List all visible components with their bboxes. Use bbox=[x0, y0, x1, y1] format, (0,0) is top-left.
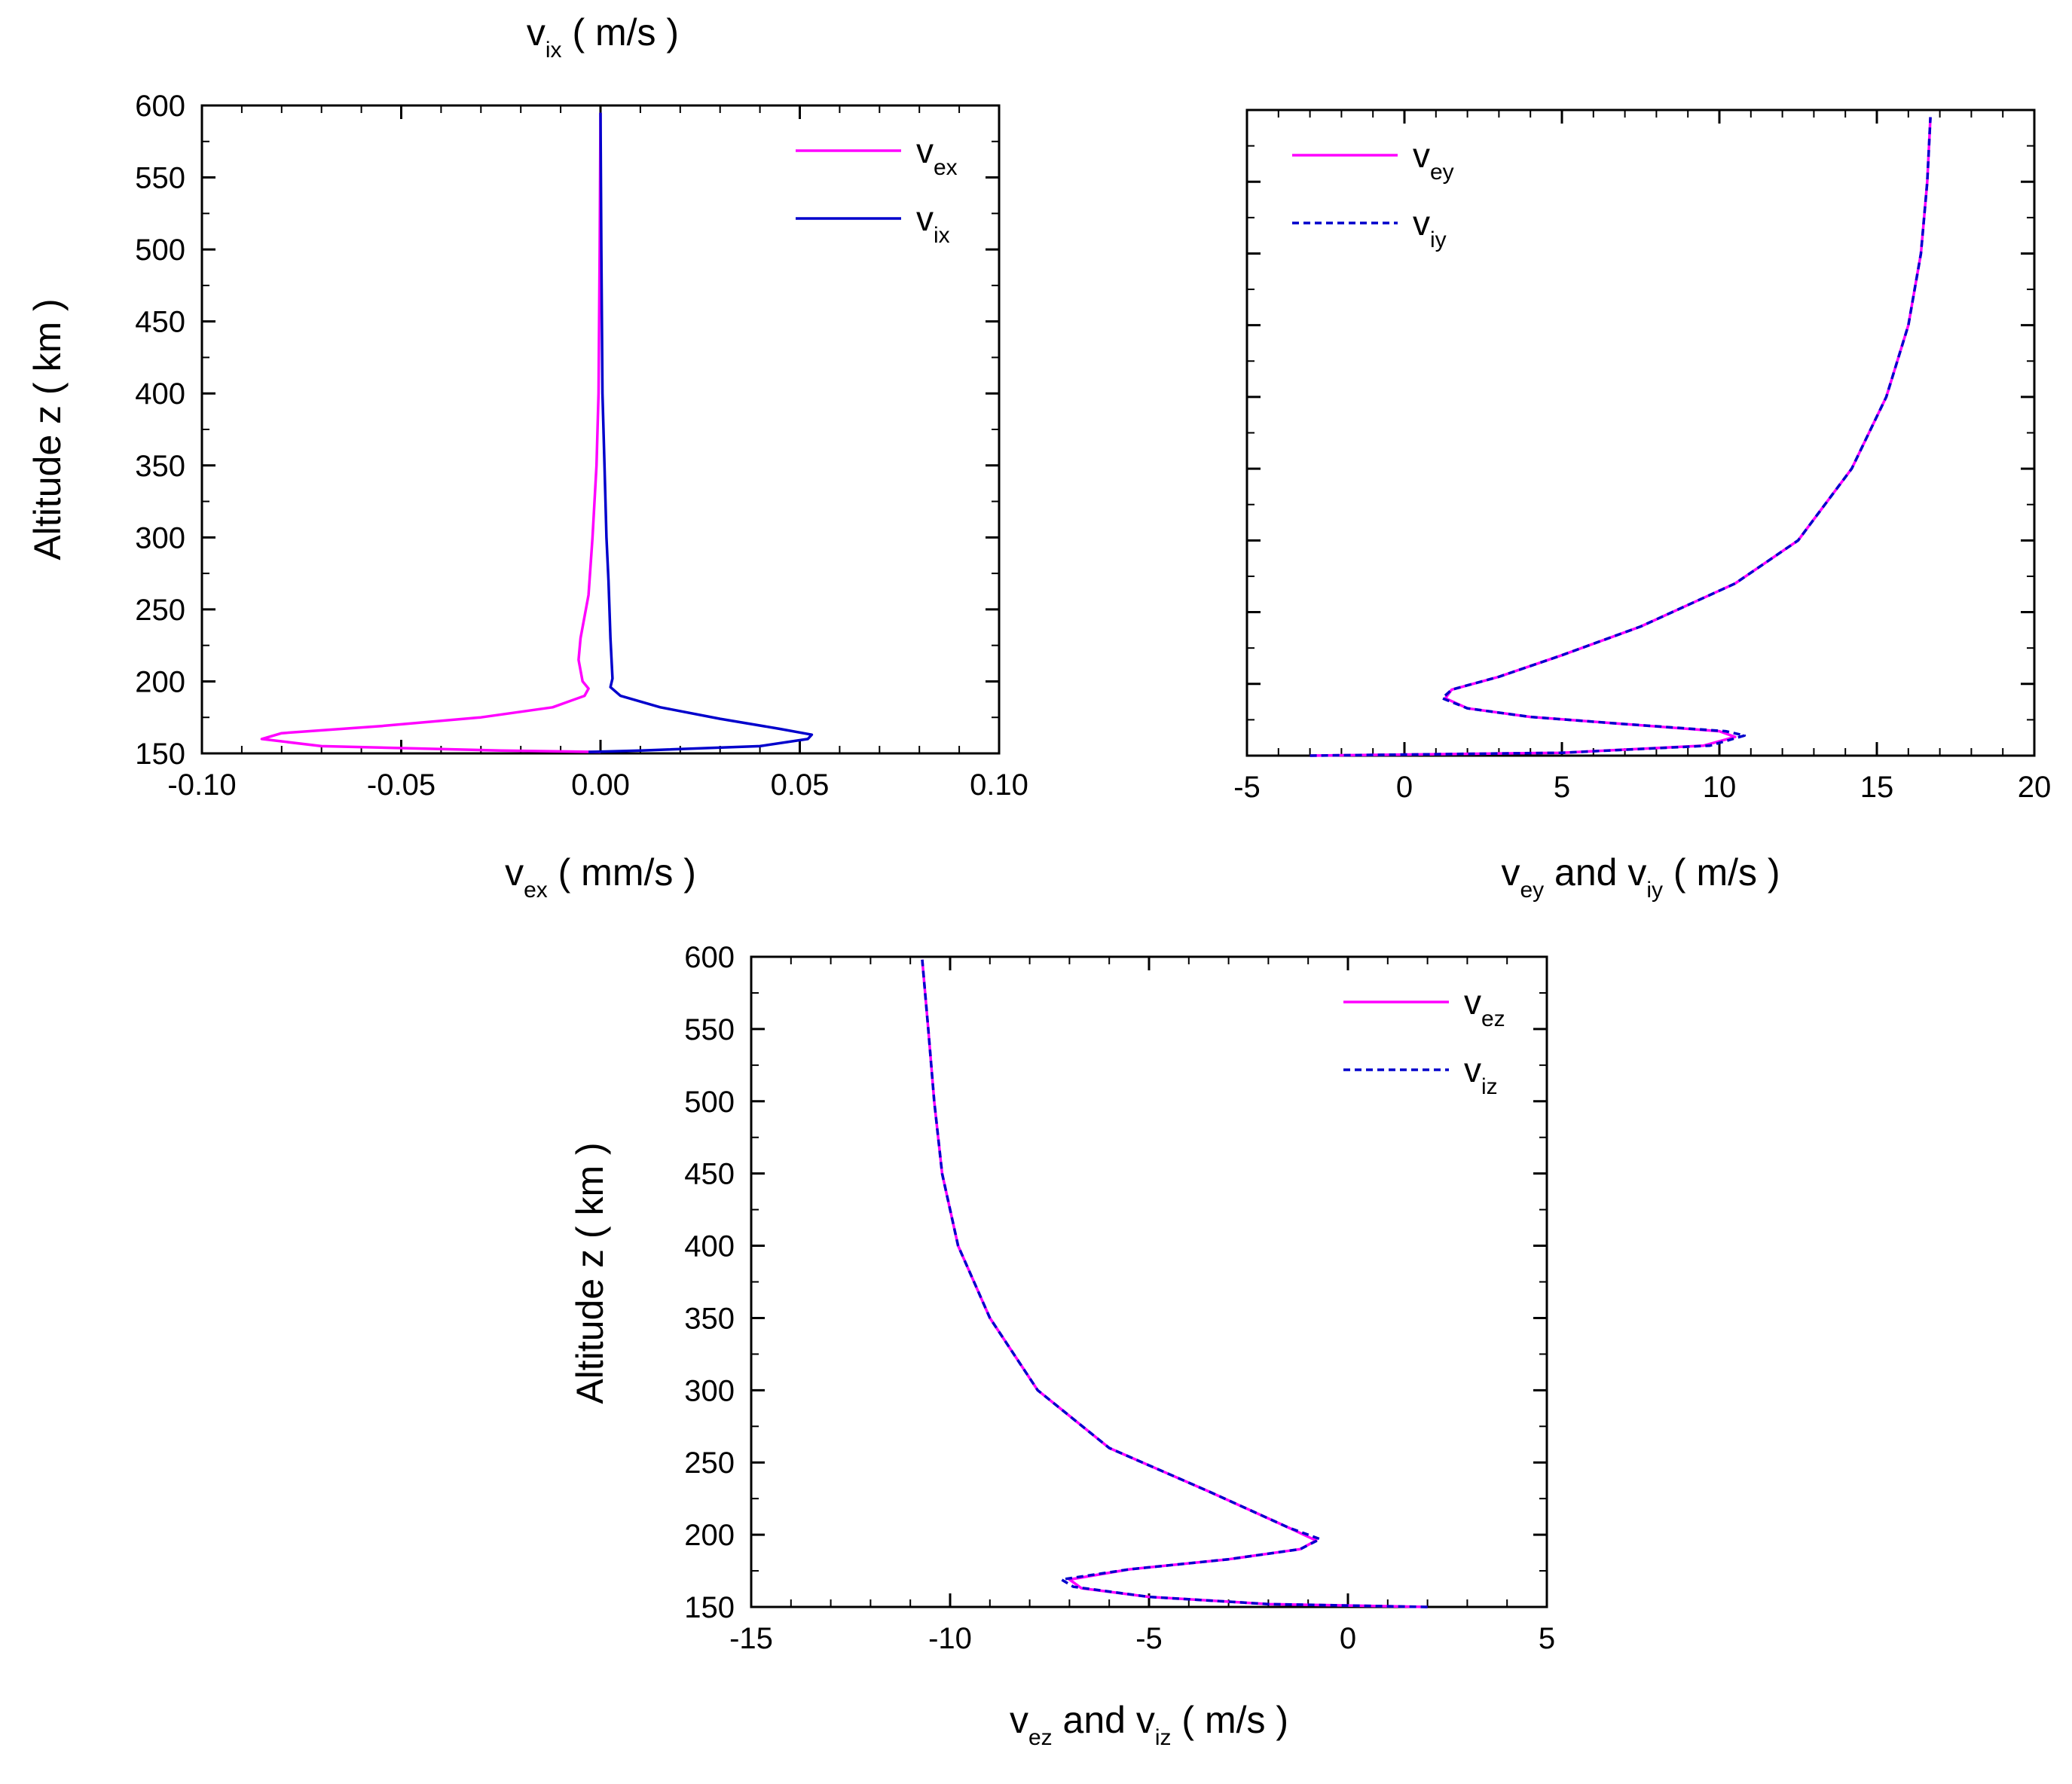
legend-label-iy: viy bbox=[1413, 203, 1447, 252]
x-tick-label: -0.05 bbox=[367, 768, 435, 802]
x-tick-label: 15 bbox=[1860, 771, 1894, 804]
x-tick-label: 0 bbox=[1396, 771, 1413, 804]
x-tick-label: 5 bbox=[1554, 771, 1570, 804]
y-tick-label: 500 bbox=[684, 1086, 735, 1119]
series-line-ix bbox=[588, 112, 814, 753]
y-tick-label: 400 bbox=[684, 1230, 735, 1263]
legend-label-ix: vix bbox=[916, 199, 950, 248]
x-axis-title: vex ( mm/s ) bbox=[505, 851, 696, 903]
y-tick-label: 500 bbox=[135, 234, 185, 267]
y-tick-label: 350 bbox=[684, 1302, 735, 1335]
y-axis-title: Altitude z ( km ) bbox=[26, 298, 69, 560]
y-tick-label: 150 bbox=[135, 738, 185, 771]
chart-z: -15 -10 -5 0 5 150 200 250 300 350 400 450 500 550 600… bbox=[569, 941, 1555, 1750]
x-tick-label: -5 bbox=[1233, 771, 1261, 804]
x-tick-label: 10 bbox=[1703, 771, 1737, 804]
y-tick-label: 400 bbox=[135, 377, 185, 411]
y-tick-label: 300 bbox=[135, 521, 185, 554]
chart-y: -5 0 5 10 15 20 vey and viy ( m/s ) vey viy bbox=[1233, 108, 2052, 903]
y-tick-label: 350 bbox=[135, 450, 185, 483]
x-tick-label: -15 bbox=[729, 1622, 773, 1655]
y-tick-label: 300 bbox=[684, 1374, 735, 1407]
legend-label-ex: vex bbox=[916, 131, 958, 180]
x-axis-title: vez and viz ( m/s ) bbox=[1010, 1699, 1288, 1750]
y-tick-label: 150 bbox=[684, 1591, 735, 1624]
x-tick-label: 20 bbox=[2018, 771, 2052, 804]
x-axis-title: vey and viy ( m/s ) bbox=[1501, 851, 1780, 903]
y-tick-label: 200 bbox=[684, 1519, 735, 1552]
y-axis-title: Altitude z ( km ) bbox=[569, 1142, 611, 1404]
x2-axis-title: vix ( m/s ) bbox=[527, 11, 679, 63]
series-line-ez bbox=[921, 959, 1428, 1608]
y-tick-label: 250 bbox=[135, 594, 185, 627]
x-tick-label: 0.00 bbox=[571, 768, 630, 802]
x-tick-label: 5 bbox=[1539, 1622, 1555, 1655]
x-tick-label: -0.10 bbox=[167, 768, 236, 802]
y-tick-label: 450 bbox=[135, 306, 185, 339]
legend-label-ez: vez bbox=[1464, 982, 1505, 1031]
x-tick-label: -10 bbox=[928, 1622, 972, 1655]
y-tick-label: 450 bbox=[684, 1158, 735, 1191]
legend-label-ey: vey bbox=[1413, 136, 1454, 185]
y-tick-label: 550 bbox=[684, 1013, 735, 1046]
x-tick-label: 0.10 bbox=[970, 768, 1028, 802]
series-line-iy bbox=[1310, 117, 1932, 757]
series-line-iz bbox=[921, 959, 1428, 1608]
x-tick-label: 0.05 bbox=[771, 768, 830, 802]
y-tick-label: 600 bbox=[684, 941, 735, 974]
series-line-ex bbox=[260, 112, 602, 753]
x-tick-label: 0 bbox=[1340, 1622, 1356, 1655]
plot-frame bbox=[1245, 108, 2036, 757]
chart-x: -0.10 -0.05 0.00 0.05 0.10 150 200 250 300 350 400… bbox=[26, 11, 1028, 903]
y-tick-label: 550 bbox=[135, 162, 185, 195]
series-line-ey bbox=[1310, 117, 1932, 757]
y-tick-label: 200 bbox=[135, 665, 185, 698]
y-tick-label: 250 bbox=[684, 1446, 735, 1480]
x-tick-label: -5 bbox=[1135, 1622, 1163, 1655]
legend-label-iz: viz bbox=[1464, 1050, 1498, 1099]
y-tick-label: 600 bbox=[135, 90, 185, 123]
plot-frame bbox=[750, 955, 1548, 1608]
